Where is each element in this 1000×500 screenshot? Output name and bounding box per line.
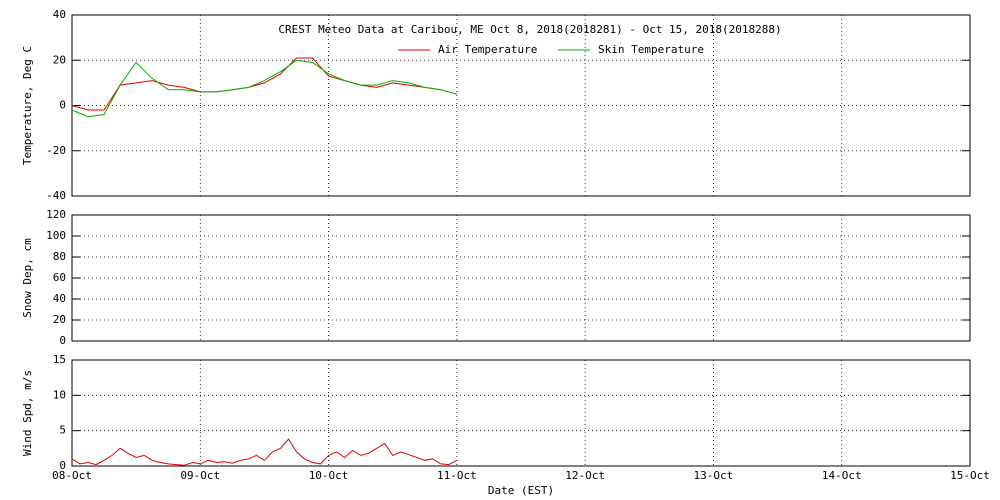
y-tick-label: 120 [46,208,66,221]
y-tick-label: 15 [53,353,66,366]
x-tick-label: 09-Oct [180,469,220,482]
x-axis-label: Date (EST) [488,484,554,497]
y-tick-label: 0 [59,334,66,347]
y-tick-label: 0 [59,459,66,472]
y-tick-label: 40 [53,292,66,305]
y-tick-label: 20 [53,313,66,326]
x-tick-label: 11-Oct [437,469,477,482]
x-tick-label: 14-Oct [822,469,862,482]
y-tick-label: -40 [46,189,66,202]
y-tick-label: 40 [53,8,66,21]
y-tick-label: 20 [53,53,66,66]
x-tick-label: 15-Oct [950,469,990,482]
y-tick-label: 10 [53,388,66,401]
legend-label: Air Temperature [438,43,537,56]
y-tick-label: 60 [53,271,66,284]
x-tick-label: 08-Oct [52,469,92,482]
y-tick-label: -20 [46,144,66,157]
y-tick-label: 100 [46,229,66,242]
y-tick-label: 80 [53,250,66,263]
data-line [71,59,458,118]
data-line [71,57,458,111]
y-tick-label: 0 [59,99,66,112]
x-tick-label: 13-Oct [694,469,734,482]
x-tick-label: 12-Oct [565,469,605,482]
y-tick-label: 5 [59,424,66,437]
plot-frame [71,214,971,342]
y-axis-label: Wind Spd, m/s [21,370,34,456]
y-axis-label: Snow Dep, cm [21,238,34,318]
plot-frame [71,359,971,467]
data-line [71,438,458,466]
x-tick-label: 10-Oct [309,469,349,482]
legend-label: Skin Temperature [598,43,704,56]
chart-title: CREST Meteo Data at Caribou, ME Oct 8, 2… [278,23,781,36]
y-axis-label: Temperature, Deg C [21,46,34,165]
